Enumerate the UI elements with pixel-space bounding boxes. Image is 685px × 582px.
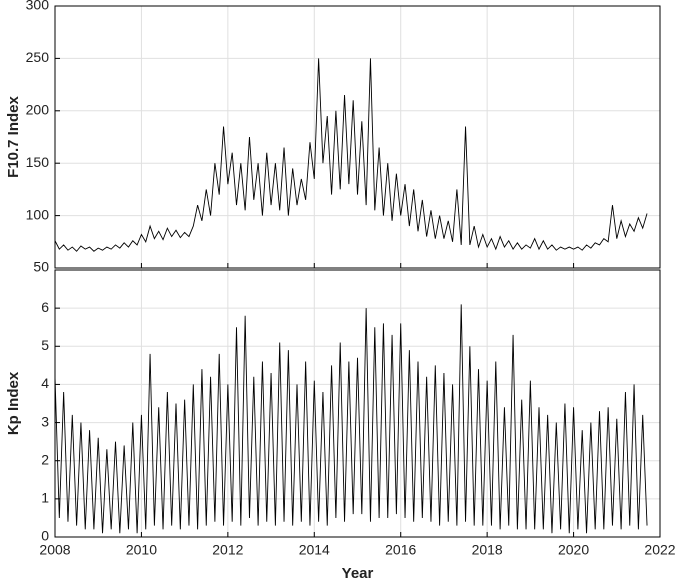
y-tick-label: 5: [41, 337, 49, 353]
x-tick-label: 2022: [644, 542, 675, 558]
y-tick-label: 2: [41, 451, 49, 467]
x-tick-label: 2016: [385, 542, 416, 558]
y-axis-label: F10.7 Index: [5, 95, 22, 177]
y-tick-label: 1: [41, 490, 49, 506]
x-tick-label: 2012: [212, 542, 243, 558]
plot-frame: [54, 5, 661, 269]
y-tick-label: 3: [41, 413, 49, 429]
data-line: [54, 58, 648, 252]
y-tick-label: 100: [26, 206, 50, 222]
y-tick-label: 0: [41, 528, 49, 544]
x-tick-label: 2018: [472, 542, 503, 558]
y-tick-label: 200: [26, 102, 50, 118]
y-tick-label: 6: [41, 299, 49, 315]
y-tick-label: 4: [41, 375, 49, 391]
x-tick-label: 2010: [126, 542, 157, 558]
x-tick-label: 2008: [39, 542, 70, 558]
x-tick-label: 2020: [558, 542, 589, 558]
y-tick-label: 50: [33, 259, 49, 275]
x-axis-label: Year: [342, 565, 374, 582]
y-tick-label: 300: [26, 0, 50, 13]
y-tick-label: 150: [26, 154, 50, 170]
x-tick-label: 2014: [299, 542, 330, 558]
data-line: [54, 304, 648, 534]
y-axis-label: Kp Index: [5, 371, 22, 435]
plot-frame: [54, 269, 661, 538]
y-tick-label: 250: [26, 49, 50, 65]
